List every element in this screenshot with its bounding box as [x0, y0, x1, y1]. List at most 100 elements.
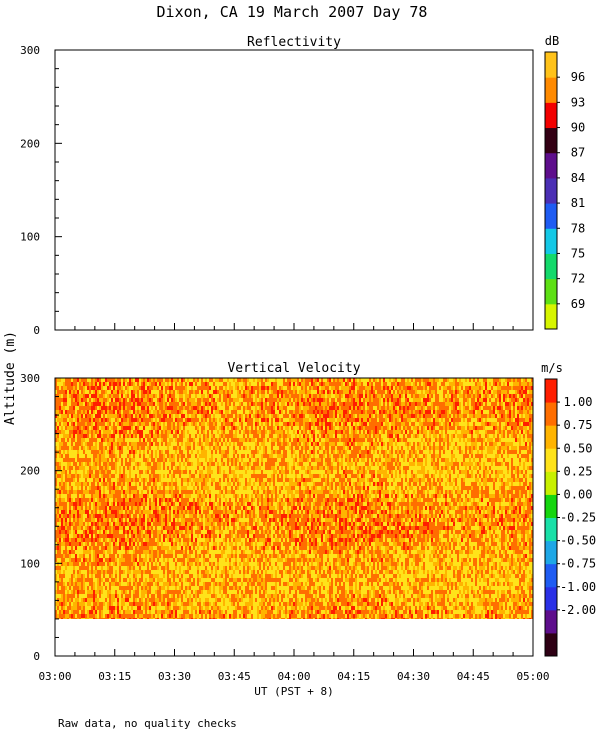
- velocity-heatmap-cell: [155, 618, 157, 619]
- velocity-heatmap-cell: [185, 426, 187, 430]
- velocity-heatmap-cell: [145, 418, 147, 422]
- velocity-heatmap-cell: [211, 446, 213, 450]
- velocity-heatmap-cell: [143, 434, 145, 438]
- velocity-heatmap-cell: [187, 498, 189, 502]
- velocity-heatmap-cell: [209, 470, 211, 474]
- velocity-heatmap-cell: [69, 510, 71, 514]
- velocity-heatmap-cell: [75, 542, 77, 546]
- velocity-heatmap-cell: [163, 426, 165, 430]
- velocity-heatmap-cell: [203, 526, 205, 530]
- velocity-heatmap-cell: [159, 550, 161, 554]
- velocity-heatmap-cell: [183, 418, 185, 422]
- velocity-heatmap-cell: [205, 518, 207, 522]
- velocity-heatmap-cell: [127, 502, 129, 506]
- velocity-heatmap-cell: [85, 534, 87, 538]
- velocity-heatmap-cell: [85, 606, 87, 610]
- velocity-heatmap-cell: [181, 542, 183, 546]
- velocity-heatmap-cell: [75, 438, 77, 442]
- velocity-heatmap-cell: [165, 582, 167, 586]
- reflectivity-y-tick-label: 100: [20, 231, 40, 244]
- velocity-heatmap-cell: [199, 574, 201, 578]
- velocity-heatmap-cell: [213, 546, 215, 550]
- velocity-heatmap-cell: [171, 614, 173, 619]
- velocity-heatmap-cell: [183, 434, 185, 438]
- velocity-heatmap-cell: [125, 562, 127, 566]
- velocity-heatmap-cell: [171, 434, 173, 438]
- velocity-heatmap-cell: [181, 574, 183, 578]
- velocity-heatmap-cell: [91, 462, 93, 466]
- velocity-heatmap-cell: [107, 574, 109, 578]
- velocity-heatmap-cell: [61, 450, 63, 454]
- velocity-heatmap-cell: [79, 570, 81, 574]
- velocity-heatmap-cell: [123, 610, 125, 614]
- velocity-heatmap-cell: [57, 446, 59, 450]
- velocity-heatmap-cell: [147, 530, 149, 534]
- velocity-heatmap-cell: [199, 490, 201, 494]
- velocity-heatmap-cell: [185, 518, 187, 522]
- velocity-heatmap-cell: [127, 614, 129, 619]
- velocity-heatmap-cell: [193, 498, 195, 502]
- velocity-heatmap-cell: [169, 486, 171, 490]
- velocity-heatmap-cell: [103, 614, 105, 618]
- velocity-heatmap-cell: [153, 570, 155, 574]
- velocity-heatmap-cell: [175, 474, 177, 478]
- velocity-heatmap-cell: [155, 562, 157, 566]
- velocity-heatmap-cell: [121, 618, 123, 619]
- velocity-heatmap-cell: [133, 478, 135, 482]
- velocity-heatmap-cell: [139, 470, 141, 474]
- velocity-heatmap-cell: [195, 462, 197, 466]
- velocity-heatmap-cell: [161, 522, 163, 526]
- velocity-heatmap-cell: [73, 442, 75, 446]
- velocity-heatmap-cell: [129, 530, 131, 534]
- velocity-heatmap-cell: [67, 422, 69, 426]
- velocity-heatmap-cell: [95, 422, 97, 426]
- velocity-heatmap-cell: [79, 422, 81, 426]
- velocity-heatmap-cell: [213, 450, 215, 454]
- velocity-heatmap-cell: [57, 434, 59, 438]
- velocity-heatmap-cell: [165, 538, 167, 542]
- velocity-heatmap-cell: [207, 618, 209, 619]
- velocity-heatmap-cell: [83, 542, 85, 546]
- velocity-heatmap-cell: [151, 590, 153, 594]
- velocity-heatmap-cell: [147, 582, 149, 586]
- velocity-heatmap-cell: [115, 494, 117, 498]
- velocity-heatmap-cell: [151, 398, 153, 402]
- velocity-heatmap-cell: [149, 578, 151, 582]
- velocity-heatmap-cell: [175, 614, 177, 619]
- velocity-heatmap-cell: [85, 506, 87, 510]
- velocity-heatmap-cell: [125, 546, 127, 550]
- velocity-heatmap-cell: [157, 490, 159, 494]
- velocity-heatmap-cell: [169, 614, 171, 619]
- velocity-heatmap-cell: [205, 570, 207, 574]
- velocity-heatmap-cell: [197, 618, 199, 619]
- velocity-heatmap-cell: [107, 562, 109, 566]
- velocity-heatmap-cell: [61, 422, 63, 426]
- velocity-heatmap-cell: [81, 606, 83, 610]
- velocity-heatmap-cell: [69, 494, 71, 498]
- velocity-heatmap-cell: [67, 582, 69, 586]
- velocity-heatmap-cell: [99, 506, 101, 510]
- velocity-heatmap-cell: [183, 454, 185, 458]
- velocity-heatmap-cell: [93, 454, 95, 458]
- velocity-heatmap-cell: [91, 506, 93, 510]
- velocity-heatmap-cell: [83, 390, 85, 394]
- velocity-heatmap-cell: [197, 446, 199, 450]
- velocity-heatmap-cell: [155, 402, 157, 406]
- velocity-heatmap-cell: [163, 502, 165, 506]
- velocity-heatmap-cell: [161, 578, 163, 582]
- velocity-heatmap-cell: [61, 542, 63, 546]
- velocity-heatmap-cell: [121, 610, 123, 614]
- velocity-heatmap-cell: [135, 566, 137, 570]
- velocity-heatmap-cell: [207, 450, 209, 454]
- reflectivity-colorbar-swatch: [545, 102, 557, 129]
- velocity-heatmap-cell: [149, 542, 151, 546]
- velocity-heatmap-cell: [99, 490, 101, 494]
- velocity-heatmap-cell: [183, 618, 185, 619]
- velocity-heatmap-cell: [157, 450, 159, 454]
- velocity-heatmap-cell: [157, 558, 159, 562]
- velocity-heatmap-cell: [65, 582, 67, 586]
- velocity-heatmap-cell: [59, 614, 61, 618]
- reflectivity-y-tick-label: 0: [33, 324, 40, 337]
- velocity-heatmap-cell: [119, 454, 121, 458]
- velocity-heatmap-cell: [89, 510, 91, 514]
